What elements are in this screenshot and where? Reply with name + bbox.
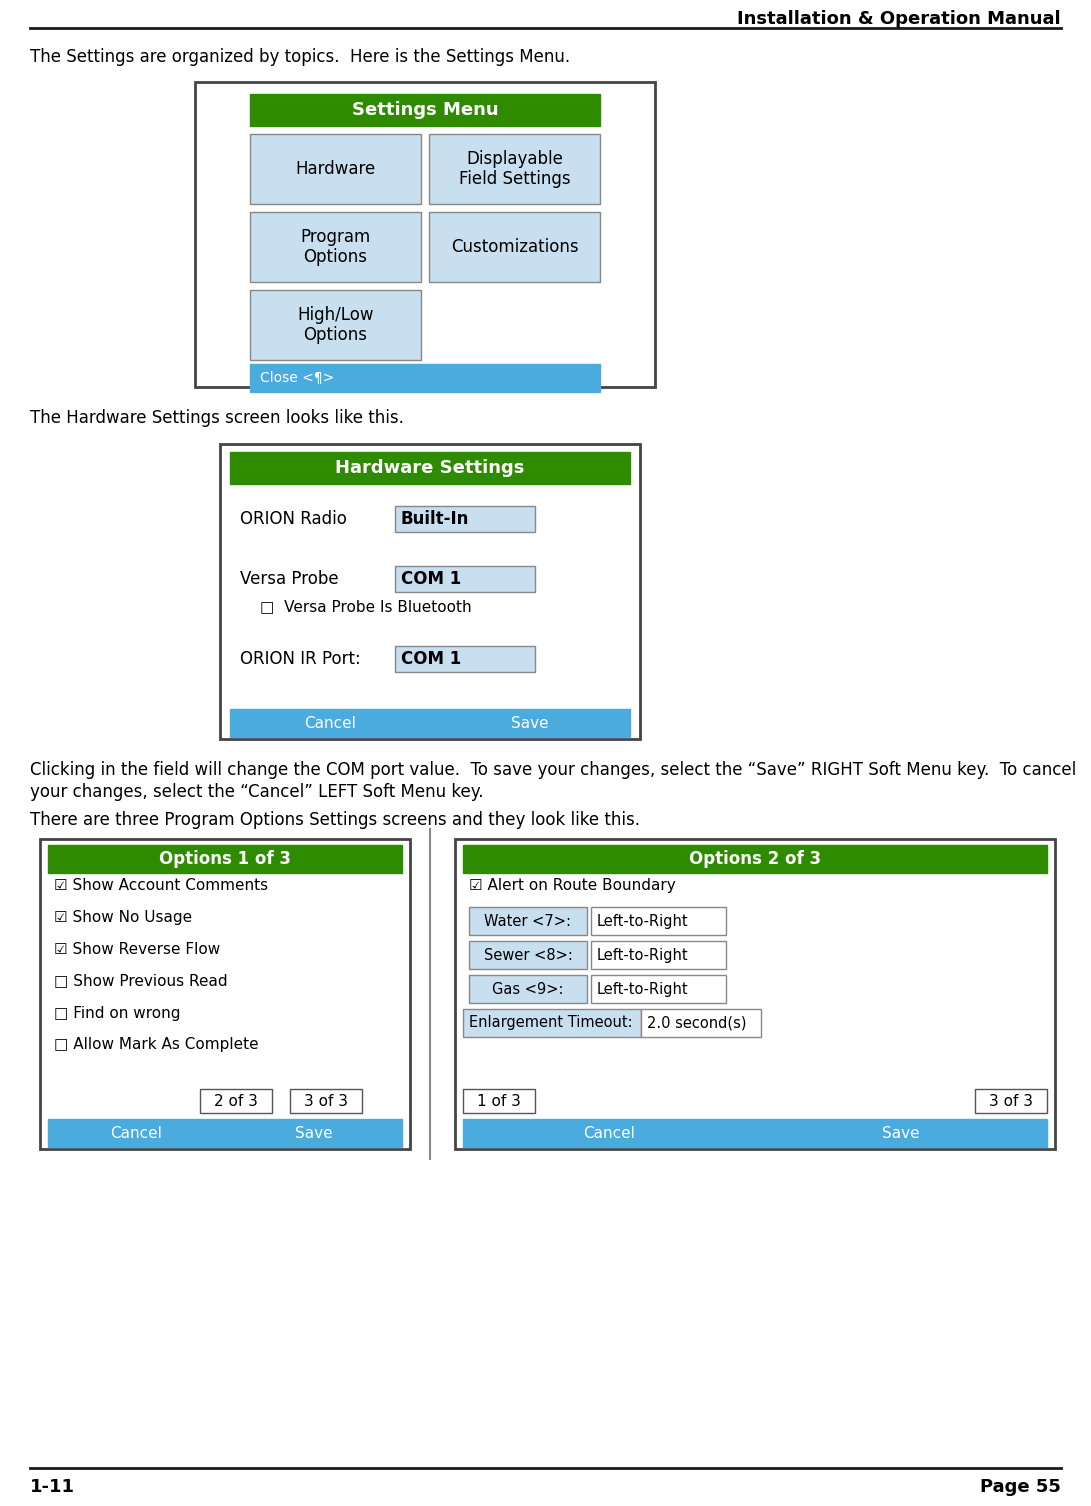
Text: Cancel: Cancel: [583, 1125, 635, 1140]
Text: Hardware Settings: Hardware Settings: [335, 459, 525, 477]
Bar: [463, 1009, 642, 1038]
Text: ORION IR Port:: ORION IR Port:: [240, 651, 361, 669]
Text: Enlargement Timeout:: Enlargement Timeout:: [469, 1015, 633, 1030]
Text: □ Show Previous Read: □ Show Previous Read: [53, 973, 228, 988]
Text: ☑ Show Reverse Flow: ☑ Show Reverse Flow: [53, 941, 220, 956]
Text: Page 55: Page 55: [980, 1477, 1062, 1495]
Bar: [48, 845, 401, 873]
Bar: [230, 452, 630, 483]
Text: your changes, select the “Cancel” LEFT Soft Menu key.: your changes, select the “Cancel” LEFT S…: [29, 783, 483, 801]
Bar: [591, 974, 726, 1003]
Text: 1 of 3: 1 of 3: [477, 1093, 520, 1108]
Text: □ Allow Mark As Complete: □ Allow Mark As Complete: [53, 1038, 259, 1053]
Text: Left-to-Right: Left-to-Right: [597, 947, 688, 962]
Bar: [40, 839, 410, 1149]
Bar: [591, 907, 726, 935]
Text: Hardware: Hardware: [296, 160, 375, 178]
Text: 2.0 second(s): 2.0 second(s): [647, 1015, 746, 1030]
Text: COM 1: COM 1: [401, 569, 461, 587]
Text: The Settings are organized by topics.  Here is the Settings Menu.: The Settings are organized by topics. He…: [29, 48, 571, 66]
Bar: [469, 907, 587, 935]
Bar: [195, 81, 655, 387]
Bar: [200, 1089, 272, 1113]
Bar: [455, 839, 1055, 1149]
Text: Cancel: Cancel: [304, 715, 356, 730]
Bar: [230, 709, 630, 736]
Bar: [463, 1089, 535, 1113]
Text: ☑ Show No Usage: ☑ Show No Usage: [53, 910, 192, 925]
Bar: [220, 444, 640, 739]
Text: ☑ Alert on Route Boundary: ☑ Alert on Route Boundary: [469, 878, 675, 893]
Text: There are three Program Options Settings screens and they look like this.: There are three Program Options Settings…: [29, 812, 640, 828]
Text: High/Low
Options: High/Low Options: [297, 306, 374, 345]
Text: Built-In: Built-In: [401, 511, 469, 529]
Bar: [469, 974, 587, 1003]
Bar: [250, 364, 600, 392]
Bar: [429, 134, 600, 203]
Text: Save: Save: [295, 1125, 333, 1140]
Text: Options 2 of 3: Options 2 of 3: [688, 849, 822, 867]
Bar: [463, 845, 1047, 873]
Bar: [642, 1009, 762, 1038]
Text: Cancel: Cancel: [110, 1125, 163, 1140]
Text: □  Versa Probe Is Bluetooth: □ Versa Probe Is Bluetooth: [260, 599, 471, 614]
Text: The Hardware Settings screen looks like this.: The Hardware Settings screen looks like …: [29, 410, 404, 428]
Bar: [250, 134, 421, 203]
Text: Sewer <8>:: Sewer <8>:: [483, 947, 573, 962]
Text: Save: Save: [883, 1125, 920, 1140]
Text: Left-to-Right: Left-to-Right: [597, 914, 688, 929]
Bar: [429, 212, 600, 282]
Text: ☑ Show Account Comments: ☑ Show Account Comments: [53, 878, 268, 893]
Bar: [591, 941, 726, 968]
Text: Save: Save: [512, 715, 549, 730]
Text: Installation & Operation Manual: Installation & Operation Manual: [738, 11, 1062, 29]
Bar: [463, 1119, 1047, 1148]
Text: Gas <9>:: Gas <9>:: [492, 982, 564, 997]
Text: ORION Radio: ORION Radio: [240, 511, 347, 529]
Bar: [250, 93, 600, 127]
Text: Versa Probe: Versa Probe: [240, 569, 338, 587]
Bar: [395, 646, 535, 672]
Text: Close <¶>: Close <¶>: [260, 370, 334, 386]
Text: 3 of 3: 3 of 3: [990, 1093, 1033, 1108]
Bar: [250, 291, 421, 360]
Text: COM 1: COM 1: [401, 651, 461, 669]
Text: Clicking in the field will change the COM port value.  To save your changes, sel: Clicking in the field will change the CO…: [29, 761, 1076, 779]
Bar: [250, 212, 421, 282]
Text: Water <7>:: Water <7>:: [484, 914, 572, 929]
Text: 3 of 3: 3 of 3: [304, 1093, 348, 1108]
Bar: [48, 1119, 401, 1148]
Text: Customizations: Customizations: [451, 238, 578, 256]
Bar: [469, 941, 587, 968]
Text: Left-to-Right: Left-to-Right: [597, 982, 688, 997]
Text: 2 of 3: 2 of 3: [214, 1093, 257, 1108]
Text: □ Find on wrong: □ Find on wrong: [53, 1006, 180, 1021]
Text: Options 1 of 3: Options 1 of 3: [159, 849, 291, 867]
Bar: [395, 566, 535, 592]
Text: 1-11: 1-11: [29, 1477, 75, 1495]
Text: Displayable
Field Settings: Displayable Field Settings: [458, 149, 571, 188]
Bar: [975, 1089, 1047, 1113]
Bar: [395, 506, 535, 532]
Bar: [290, 1089, 362, 1113]
Text: Settings Menu: Settings Menu: [351, 101, 499, 119]
Text: Program
Options: Program Options: [300, 227, 371, 267]
